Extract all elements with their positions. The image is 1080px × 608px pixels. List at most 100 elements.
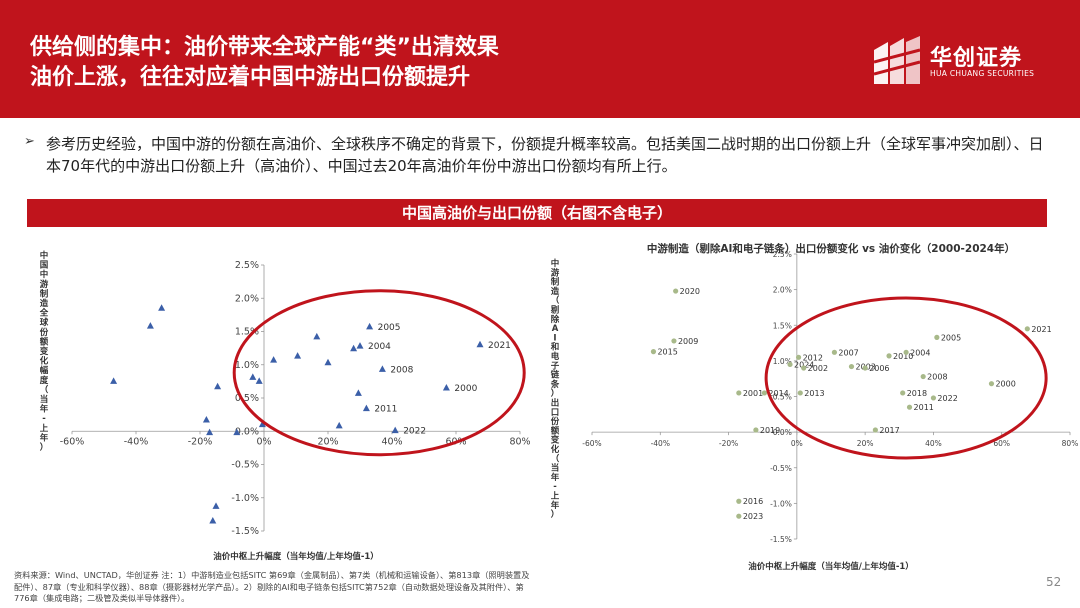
data-point-label: 2014 <box>768 389 788 398</box>
data-point <box>362 404 370 412</box>
highlight-ellipse <box>764 296 1048 460</box>
data-point <box>906 404 913 410</box>
y-axis-title-char: 链 <box>551 370 560 381</box>
x-tick-label: -60% <box>582 439 601 448</box>
data-point-label: 2011 <box>374 405 397 415</box>
y-axis-title-char: 上 <box>40 423 49 434</box>
data-point <box>324 358 332 366</box>
data-point-label: 2021 <box>488 341 511 351</box>
y-axis-title-char: 条 <box>551 379 560 390</box>
data-point-label: 2005 <box>941 333 961 342</box>
chart-title: 中游制造（剔除AI和电子链条）出口份额变化 vs 油价变化（2000-2024年… <box>647 242 1015 255</box>
y-tick-label: -0.5% <box>770 464 792 473</box>
data-point-label: 2022 <box>937 394 957 403</box>
x-tick-label: 40% <box>925 439 942 448</box>
y-axis-title-char: - <box>553 482 557 492</box>
data-point <box>202 415 210 423</box>
data-point <box>214 382 222 390</box>
data-point <box>801 365 807 371</box>
y-axis-title-char: 电 <box>551 351 560 362</box>
x-tick-label: 0% <box>256 436 271 447</box>
section-banner: 中国高油价与出口份额（右图不含电子） <box>27 199 1047 227</box>
bullet-text: 参考历史经验，中国中游的份额在高油价、全球秩序不确定的背景下，份额提升概率较高。… <box>46 135 1044 175</box>
y-tick-label: 0.0% <box>235 426 259 437</box>
data-point-label: 2011 <box>914 403 934 412</box>
x-tick-label: -40% <box>651 439 670 448</box>
data-point <box>886 353 892 359</box>
y-tick-label: 1.5% <box>773 321 792 330</box>
x-tick-label: -60% <box>60 436 85 447</box>
data-point <box>212 502 220 509</box>
y-axis-title-char: 变 <box>551 435 560 446</box>
y-tick-label: 1.5% <box>235 327 259 338</box>
data-point <box>831 349 838 355</box>
y-axis-title-char: 幅 <box>40 365 49 376</box>
data-point-label: 2013 <box>804 389 824 398</box>
y-axis-title-char: 中 <box>551 258 560 269</box>
highlight-ellipse <box>232 289 526 457</box>
data-point <box>206 428 214 436</box>
data-point-label: 2021 <box>1031 325 1051 334</box>
y-axis-title-char: 制 <box>40 288 49 299</box>
data-point <box>988 381 995 387</box>
data-point <box>350 344 358 352</box>
y-axis-title-char: 额 <box>40 336 49 347</box>
data-point-label: 2007 <box>838 348 858 357</box>
y-axis-title-char: I <box>553 333 556 343</box>
y-axis-title-char: 出 <box>551 398 560 409</box>
y-axis-title-char: 全 <box>39 308 49 319</box>
y-axis-title-char: 年 <box>551 472 560 483</box>
data-point <box>258 420 266 428</box>
y-axis-title-char: 中 <box>40 250 49 261</box>
data-point <box>1024 326 1030 332</box>
y-axis-title-char: 份 <box>551 416 560 427</box>
x-tick-label: 40% <box>381 436 402 447</box>
data-point <box>761 390 768 396</box>
y-tick-label: 1.0% <box>235 360 259 371</box>
y-axis-title-char: 口 <box>551 408 560 418</box>
y-axis-title-char: 和 <box>551 342 560 353</box>
bullet-arrow-icon: ➢ <box>24 134 35 149</box>
y-axis-title-char: 球 <box>40 317 49 328</box>
banner-title: 中国高油价与出口份额（右图不含电子） <box>401 204 672 222</box>
data-point <box>158 304 166 311</box>
y-axis-title-char: 造 <box>40 298 49 309</box>
data-point <box>903 349 909 355</box>
y-axis-title-char: ） <box>551 388 560 399</box>
x-axis-title: 油价中枢上升幅度（当年均值/上年均值-1） <box>213 551 379 562</box>
y-axis-title-char: 剔 <box>550 305 560 316</box>
data-point <box>110 377 118 384</box>
y-tick-label: -1.5% <box>770 535 792 544</box>
x-tick-label: 60% <box>993 439 1010 448</box>
data-point <box>249 373 257 380</box>
y-tick-label: -0.5% <box>231 460 259 471</box>
y-axis-title-char: （ <box>551 453 560 464</box>
data-point <box>872 427 878 433</box>
data-point-label: 2005 <box>378 323 401 333</box>
data-point <box>209 517 217 524</box>
y-tick-label: 2.5% <box>773 250 792 259</box>
y-axis-title: 中游制造（剔除AI和电子链条）出口份额变化（当年-上年） <box>550 258 560 520</box>
y-axis-title-char: 上 <box>551 491 560 502</box>
data-point <box>795 354 802 360</box>
y-axis-title-char: 份 <box>40 327 49 338</box>
data-point-label: 2012 <box>803 353 823 362</box>
data-point <box>900 390 906 396</box>
y-axis-title-char: ） <box>551 509 560 520</box>
company-logo-icon <box>874 36 921 84</box>
data-point <box>930 395 937 401</box>
data-point <box>313 332 321 340</box>
y-axis-title-char: 游 <box>551 267 560 278</box>
y-axis-title-char: ） <box>40 442 49 453</box>
data-point-label: 2000 <box>995 380 1015 389</box>
y-axis-title-char: 额 <box>551 425 560 436</box>
page-number: 52 <box>1046 575 1062 589</box>
data-point-label: 2008 <box>390 365 413 375</box>
x-tick-label: -20% <box>719 439 738 448</box>
y-axis-title-char: 度 <box>40 375 49 386</box>
x-tick-label: -40% <box>124 436 149 447</box>
data-point <box>650 349 657 355</box>
y-axis-title-char: 中 <box>40 269 49 280</box>
y-axis-title-char: 游 <box>40 279 49 290</box>
x-tick-label: 80% <box>509 436 530 447</box>
